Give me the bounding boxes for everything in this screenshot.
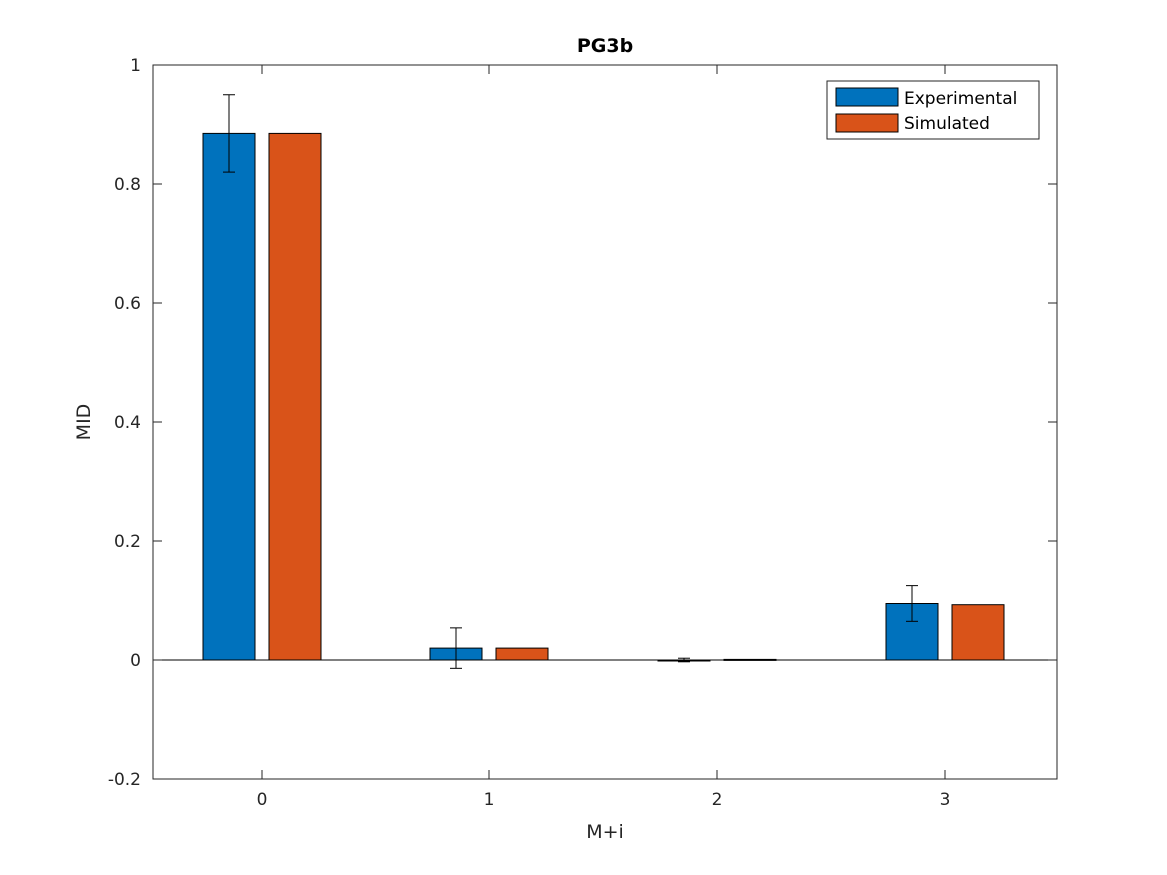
bar-simulated-1 — [495, 647, 549, 661]
y-axis-label: MID — [73, 404, 95, 441]
y-tick-label: 0.6 — [114, 294, 141, 314]
bar-simulated-0 — [268, 132, 322, 661]
legend-label-experimental: Experimental — [904, 89, 1017, 109]
y-tick-label: 0.4 — [114, 413, 141, 433]
legend-label-simulated: Simulated — [904, 114, 990, 134]
tick-labels-layer: -0.2 0 0.2 0.4 0.6 0.8 1 0 1 2 3 — [108, 56, 951, 810]
x-axis-label: M+i — [586, 821, 624, 843]
y-tick-label: 0.8 — [114, 175, 141, 195]
error-bar-experimental-3 — [906, 585, 918, 622]
x-tick-label: 1 — [484, 790, 495, 810]
y-tick-label: -0.2 — [108, 770, 141, 790]
legend-swatch-experimental — [835, 87, 899, 107]
error-bar-experimental-2 — [678, 657, 690, 663]
error-bar-experimental-0 — [223, 94, 235, 173]
ticks-layer — [153, 64, 1057, 780]
bar-simulated-3 — [951, 604, 1005, 661]
bar-experimental-0 — [202, 132, 256, 661]
chart-title: PG3b — [577, 35, 633, 57]
y-tick-label: 1 — [130, 56, 141, 76]
x-tick-label: 3 — [940, 790, 951, 810]
error-bar-experimental-1 — [450, 627, 462, 669]
x-tick-label: 0 — [257, 790, 268, 810]
bars-layer — [202, 132, 1005, 662]
y-tick-label: 0 — [130, 651, 141, 671]
x-tick-label: 2 — [712, 790, 723, 810]
legend-swatch-simulated — [835, 113, 899, 133]
legend: Experimental Simulated — [826, 80, 1040, 140]
error-bars-layer — [223, 94, 918, 669]
y-tick-label: 0.2 — [114, 532, 141, 552]
